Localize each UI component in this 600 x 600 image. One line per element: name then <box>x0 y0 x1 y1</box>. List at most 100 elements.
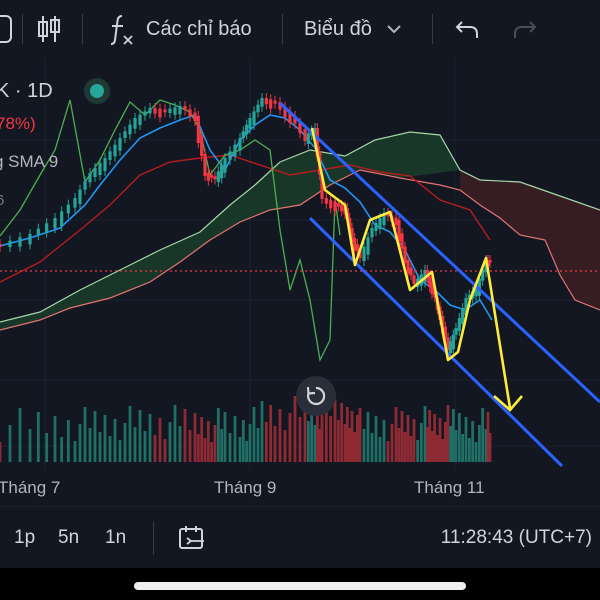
candle-body <box>93 168 97 177</box>
candle-body <box>168 108 172 113</box>
volume-bar <box>324 395 328 462</box>
volume-bar <box>45 433 49 462</box>
candle-body <box>113 144 117 157</box>
candle-body <box>118 138 122 151</box>
candle-body <box>83 181 87 190</box>
volume-bar <box>477 425 481 462</box>
price-chart[interactable] <box>0 58 600 506</box>
volume-bar <box>378 437 382 462</box>
volume-bar <box>288 413 292 462</box>
volume-bar <box>435 435 439 462</box>
date-range-button[interactable] <box>178 507 206 569</box>
volume-bar <box>443 422 447 462</box>
month-label-2: Tháng 9 <box>214 478 277 497</box>
redo-button[interactable] <box>512 0 538 58</box>
candle-body <box>324 198 328 204</box>
month-label-1: Tháng 7 <box>0 478 61 497</box>
volume-bar <box>406 415 410 462</box>
candle-body <box>273 100 277 104</box>
volume-bar <box>8 425 12 462</box>
volume-bar <box>36 412 40 462</box>
candle-body <box>336 203 340 207</box>
candle-body <box>329 199 333 209</box>
volume-bar <box>168 422 172 462</box>
candle-body <box>412 275 416 284</box>
volume-bar <box>183 409 187 462</box>
volume-bar <box>438 418 442 462</box>
candle-body <box>370 228 374 238</box>
volume-bar <box>245 441 249 462</box>
chart-style-button[interactable] <box>36 0 64 58</box>
home-indicator[interactable] <box>134 582 466 590</box>
volume-bar <box>320 412 324 462</box>
volume-bar <box>366 412 370 462</box>
volume-bar <box>213 425 217 462</box>
interval-5n[interactable]: 5n <box>58 527 80 548</box>
candle-body <box>394 217 398 225</box>
candle-body <box>158 108 162 118</box>
candle-body <box>260 98 264 107</box>
candle-body <box>306 133 310 144</box>
candle-body <box>183 106 187 111</box>
volume-bar <box>386 441 390 462</box>
candle-body <box>53 218 57 229</box>
candle-body <box>269 99 273 109</box>
session-clock[interactable]: 11:28:43 (UTC+7) <box>440 527 592 548</box>
channel-lower-line <box>308 216 564 468</box>
candle-body <box>108 151 112 160</box>
sma-legend[interactable]: g SMA 9 <box>0 152 59 171</box>
undo-button[interactable] <box>454 0 480 58</box>
candle-body <box>45 223 49 233</box>
candle-body <box>449 341 453 353</box>
kijun-line <box>0 154 491 283</box>
candle-body <box>313 128 317 134</box>
volume-bar <box>355 415 359 462</box>
indicators-button[interactable]: Các chỉ báo <box>108 0 252 58</box>
candle-body <box>241 131 245 138</box>
candle-body <box>28 234 32 245</box>
candle-body <box>340 204 344 212</box>
change-percent: 78%) <box>0 114 36 133</box>
interval-1p[interactable]: 1p <box>14 527 36 548</box>
candle-body <box>216 171 220 182</box>
volume-bar <box>264 422 268 462</box>
volume-bar <box>148 414 152 462</box>
candle-body <box>397 220 401 242</box>
candle-body <box>188 109 192 117</box>
candle-body <box>178 106 182 115</box>
volume-bar <box>451 409 455 462</box>
interval-1n[interactable]: 1n <box>105 527 127 548</box>
candle-body <box>288 111 292 123</box>
reset-chart-button[interactable] <box>296 376 336 416</box>
volume-bar <box>370 433 374 462</box>
volume-bar <box>153 435 157 462</box>
symbol-search-button[interactable] <box>0 0 16 58</box>
volume-bar <box>210 442 214 462</box>
candle-body <box>488 260 492 263</box>
candle-body <box>293 116 297 124</box>
month-label-3: Tháng 11 <box>414 478 485 497</box>
candle-body <box>193 112 197 121</box>
chikou-span <box>0 99 341 363</box>
symbol-legend[interactable]: K · 1D <box>0 80 53 102</box>
volume-bar <box>88 428 92 462</box>
volume-bar <box>256 428 260 462</box>
candle-body <box>366 237 370 255</box>
chart-type-label: Biểu đồ <box>304 17 372 40</box>
candle-body <box>428 276 432 287</box>
volume-bar <box>488 433 492 462</box>
volume-bar <box>461 434 465 462</box>
candle-body <box>78 189 82 204</box>
volume-bar <box>397 428 401 462</box>
volume-bar <box>390 424 394 462</box>
candle-body <box>203 154 207 176</box>
candle-body <box>406 260 410 274</box>
volume-bar <box>345 407 349 462</box>
volume-bar <box>430 431 434 462</box>
chart-type-button[interactable]: Biểu đồ <box>304 0 402 58</box>
candle-body <box>233 144 237 157</box>
candle-body <box>374 223 378 231</box>
top-toolbar: Các chỉ báo Biểu đồ <box>0 0 600 58</box>
volume-bar <box>78 424 82 462</box>
candle-body <box>88 173 92 183</box>
